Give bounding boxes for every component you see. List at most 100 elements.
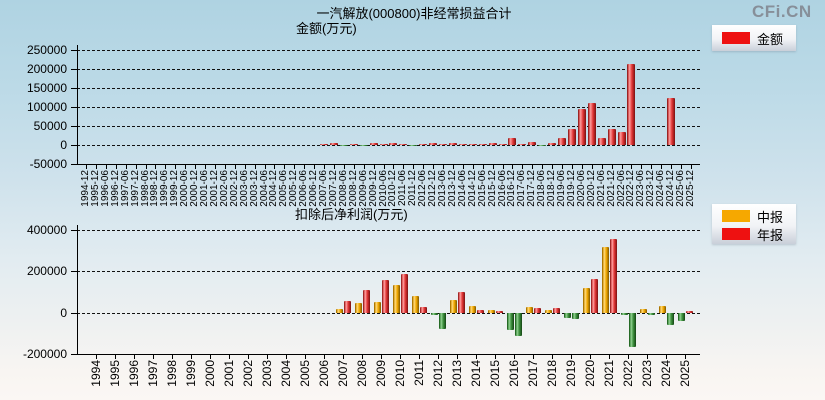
bar-年报-2011 [419,307,427,313]
bar-金额-2017-06 [518,143,527,145]
annual-legend-label: 年报 [757,227,784,243]
x-axis-label: 2003 [260,360,274,387]
y-tick-mark [71,271,77,273]
bar-中报-2012 [430,312,438,315]
x-tick-mark [671,165,673,169]
bar-金额-2013-12 [448,143,457,145]
x-tick-mark [105,165,107,169]
x-tick-mark [95,165,97,169]
x-axis-label: 1998 [165,360,179,387]
x-tick-mark [631,165,633,169]
x-axis-label: 1997 [146,360,160,387]
x-tick-mark [681,165,683,169]
x-axis-label: 2021 [602,360,616,387]
x-tick-mark [353,165,355,169]
x-tick-mark [628,355,629,359]
y-axis-label: 50000 [33,119,67,133]
x-axis-label: 2011 [412,360,426,386]
y-gridline [77,50,700,51]
x-axis-label: 2013 [450,360,464,387]
bar-金额-2015-12 [488,143,497,145]
legend-row-interim: 中报 [712,207,796,225]
bar-中报-2010 [392,285,400,313]
x-axis-label: 1999 [184,360,198,387]
x-tick-mark [324,165,326,169]
bar-中报-2018 [544,309,552,313]
bar-年报-2008 [362,289,370,313]
bar-年报-2018 [552,308,560,313]
x-tick-mark [433,165,435,169]
x-tick-mark [165,165,167,169]
x-tick-mark [135,165,137,169]
x-tick-mark [153,355,154,359]
x-tick-mark [383,165,385,169]
top-chart-title-line1: 一汽解放(000800)非经常损益合计 [316,6,512,21]
x-axis-label: 2017 [526,360,540,387]
x-tick-mark [244,165,246,169]
x-axis-label: 2008 [355,360,369,387]
x-axis-label: 2001 [222,360,236,387]
y-axis-line [77,45,78,165]
y-axis-label: 100000 [26,100,67,114]
x-tick-mark [286,355,287,359]
y-axis-label: 0 [60,305,67,320]
x-tick-mark [651,165,653,169]
x-axis-label: 2002 [241,360,255,387]
x-tick-mark [512,165,514,169]
x-tick-mark [562,165,564,169]
x-tick-mark [264,165,266,169]
x-axis-label: 2005 [298,360,312,387]
bar-年报-2007 [343,301,351,313]
bar-中报-2025 [677,312,685,322]
x-tick-mark [472,165,474,169]
x-tick-mark [274,165,276,169]
cfi-logo: CFi.CN [752,2,812,21]
y-axis-label: -50000 [29,157,67,171]
y-axis-label: 200000 [26,264,67,279]
x-tick-mark [224,165,226,169]
x-tick-mark [115,355,116,359]
bottom-chart-title: 扣除后净利润(万元) [295,207,408,222]
bar-中报-2008 [354,302,362,313]
bar-中报-2017 [525,306,533,313]
x-axis-label: 2009 [374,360,388,387]
x-tick-mark [324,355,325,359]
bar-金额-2007-12 [329,143,338,145]
bar-金额-2013-06 [439,144,448,146]
x-tick-mark [362,355,363,359]
bar-年报-2021 [609,239,617,313]
y-axis-label: 0 [60,138,67,152]
x-tick-mark [457,355,458,359]
x-tick-mark [125,165,127,169]
bar-金额-2009-12 [369,143,378,145]
x-axis-label: 1994 [89,360,103,387]
bar-中报-2019 [563,312,571,318]
x-tick-mark [533,355,534,359]
bar-中报-2021 [601,247,609,313]
legend-amount: 金额 [712,25,796,51]
x-tick-mark [284,165,286,169]
bar-年报-2020 [590,279,598,313]
interim-legend-label: 中报 [757,209,784,225]
x-tick-mark [522,165,524,169]
bar-金额-2007-06 [320,144,329,146]
x-tick-mark [462,165,464,169]
x-tick-mark [413,165,415,169]
x-tick-mark [172,355,173,359]
y-gridline [77,126,700,127]
y-tick-mark [71,88,77,89]
bar-中报-2013 [449,299,457,313]
x-axis-label: 2014 [469,360,483,387]
top-chart-title: 一汽解放(000800)非经常损益合计 金额(万元) [296,6,532,36]
bar-中报-2015 [487,309,495,313]
y-tick-mark [71,354,77,355]
y-tick-mark [71,69,77,70]
y-tick-mark [71,50,77,51]
x-axis-label: 2025-12 [685,170,696,207]
x-axis-label: 2004 [279,360,293,387]
x-tick-mark [155,165,157,169]
top-chart-title-line2: 金额(万元) [296,21,357,36]
bar-年报-2023 [647,312,655,315]
bar-年报-2016 [514,312,522,337]
x-axis-label: 2025 [678,360,692,387]
